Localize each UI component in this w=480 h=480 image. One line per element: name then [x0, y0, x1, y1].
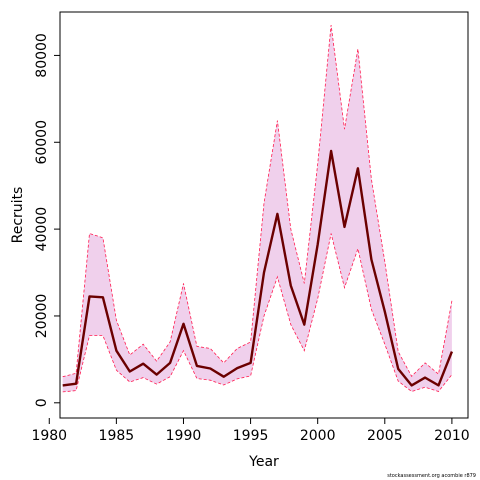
data-point-1999 [303, 323, 305, 325]
data-point-1985 [115, 350, 117, 352]
data-point-1993 [223, 376, 225, 378]
y-tick-label-80000: 80000 [34, 33, 50, 78]
data-point-1990 [182, 323, 184, 325]
x-tick-label-2005: 2005 [367, 428, 403, 444]
confidence-band-group [62, 24, 453, 393]
x-axis: 1980 1985 1990 1995 2000 2005 2010 [31, 418, 470, 444]
x-tick-label-2000: 2000 [300, 428, 336, 444]
y-tick-label-40000: 40000 [34, 207, 50, 252]
data-point-2005 [384, 310, 386, 312]
footnote: stockassessment.org acombie r879 [387, 473, 476, 479]
y-axis: 0 20000 40000 60000 80000 [34, 33, 60, 407]
data-point-1983 [88, 295, 90, 297]
data-point-2009 [437, 384, 439, 386]
data-point-1991 [196, 365, 198, 367]
x-tick-label-1990: 1990 [166, 428, 202, 444]
y-axis-title: Recruits [10, 187, 26, 244]
data-point-2007 [410, 384, 412, 386]
x-tick-label-1995: 1995 [233, 428, 269, 444]
x-axis-title: Year [248, 454, 279, 470]
data-point-2002 [343, 226, 345, 228]
data-point-1989 [169, 362, 171, 364]
data-point-1992 [209, 367, 211, 369]
x-tick-label-1985: 1985 [99, 428, 135, 444]
y-tick-label-60000: 60000 [34, 120, 50, 165]
data-point-1986 [129, 370, 131, 372]
plot-frame [59, 11, 469, 419]
data-point-1997 [276, 213, 278, 215]
confidence-band [62, 25, 452, 392]
estimate-line-group [62, 149, 454, 387]
data-point-2003 [357, 167, 359, 169]
data-point-1987 [142, 363, 144, 365]
data-point-1981 [62, 384, 64, 386]
data-point-1998 [290, 284, 292, 286]
lower-bound-line [62, 233, 453, 393]
data-point-1988 [155, 373, 157, 375]
data-point-1982 [75, 383, 77, 385]
data-point-2001 [330, 150, 332, 152]
data-point-1984 [102, 296, 104, 298]
data-point-1996 [263, 271, 265, 273]
x-tick-label-1980: 1980 [31, 428, 67, 444]
data-point-2000 [317, 243, 319, 245]
upper-bound-line [62, 24, 453, 378]
data-point-2006 [397, 368, 399, 370]
data-point-2008 [424, 376, 426, 378]
data-point-2010 [451, 350, 453, 352]
data-point-1994 [236, 367, 238, 369]
estimate-line [62, 149, 454, 387]
data-point-2004 [370, 258, 372, 260]
x-tick-label-2010: 2010 [434, 428, 470, 444]
data-point-1995 [249, 362, 251, 364]
y-tick-label-0: 0 [34, 398, 50, 407]
y-tick-label-20000: 20000 [34, 294, 50, 339]
